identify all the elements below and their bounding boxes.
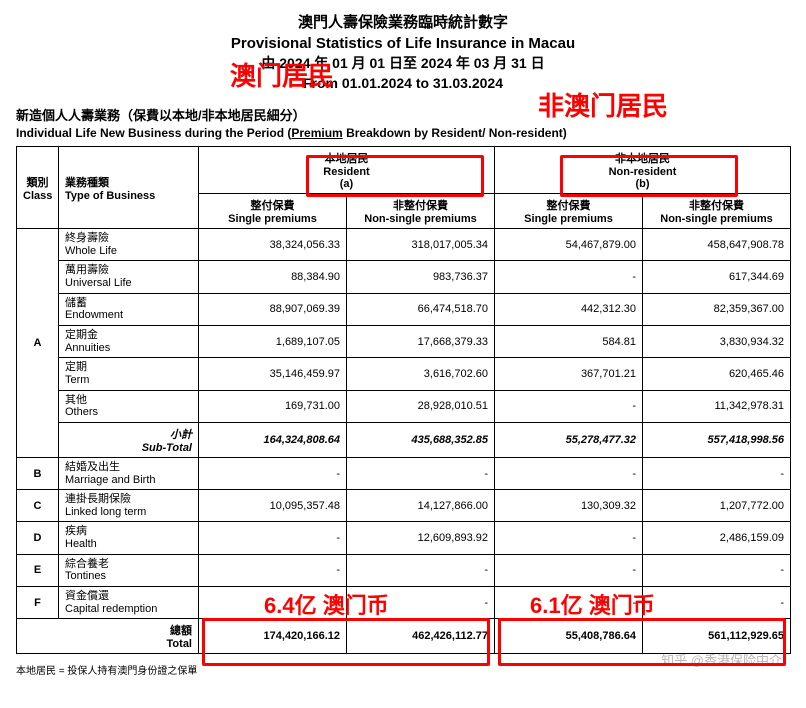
value-cell: 617,344.69	[643, 261, 791, 293]
title-cn: 澳門人壽保險業務臨時統計數字	[16, 12, 790, 33]
type-cell: 連掛長期保險 Linked long term	[59, 490, 199, 522]
value-cell: -	[199, 587, 347, 619]
table-row: A終身壽險 Whole Life38,324,056.33318,017,005…	[17, 229, 791, 261]
value-cell: -	[199, 522, 347, 554]
value-cell: 983,736.37	[347, 261, 495, 293]
class-cell: E	[17, 554, 59, 586]
value-cell: 2,486,159.09	[643, 522, 791, 554]
type-cell: 終身壽險 Whole Life	[59, 229, 199, 261]
value-cell: 584.81	[495, 326, 643, 358]
class-cell: B	[17, 457, 59, 489]
table-row: E綜合養老 Tontines----	[17, 554, 791, 586]
value-cell: 82,359,367.00	[643, 293, 791, 325]
value-cell: -	[495, 587, 643, 619]
total-row: 總額 Total174,420,166.12462,426,112.7755,4…	[17, 619, 791, 654]
value-cell: -	[495, 457, 643, 489]
total-value: 561,112,929.65	[643, 619, 791, 654]
value-cell: 557,418,998.56	[643, 422, 791, 457]
value-cell: 35,146,459.97	[199, 358, 347, 390]
value-cell: 66,474,518.70	[347, 293, 495, 325]
total-value: 462,426,112.77	[347, 619, 495, 654]
value-cell: 10,095,357.48	[199, 490, 347, 522]
value-cell: 318,017,005.34	[347, 229, 495, 261]
table-body: A終身壽險 Whole Life38,324,056.33318,017,005…	[17, 229, 791, 654]
value-cell: -	[495, 261, 643, 293]
value-cell: 458,647,908.78	[643, 229, 791, 261]
value-cell: 38,324,056.33	[199, 229, 347, 261]
value-cell: 55,278,477.32	[495, 422, 643, 457]
value-cell: -	[643, 587, 791, 619]
value-cell: -	[495, 522, 643, 554]
table-row: F資金償還 Capital redemption----	[17, 587, 791, 619]
type-cell: 結婚及出生 Marriage and Birth	[59, 457, 199, 489]
stats-table: 類別Class 業務種類Type of Business 本地居民Residen…	[16, 146, 791, 654]
value-cell: -	[495, 554, 643, 586]
footnote: 本地居民 = 投保人持有澳門身份證之保單	[16, 662, 790, 677]
type-cell: 其他 Others	[59, 390, 199, 422]
total-value: 174,420,166.12	[199, 619, 347, 654]
table-head: 類別Class 業務種類Type of Business 本地居民Residen…	[17, 147, 791, 229]
title-en: Provisional Statistics of Life Insurance…	[16, 33, 790, 54]
total-value: 55,408,786.64	[495, 619, 643, 654]
type-cell: 小計 Sub-Total	[59, 422, 199, 457]
type-cell: 萬用壽險 Universal Life	[59, 261, 199, 293]
date-en: From 01.01.2024 to 31.03.2024	[16, 74, 790, 94]
value-cell: 17,668,379.33	[347, 326, 495, 358]
subtitle-en: Individual Life New Business during the …	[16, 126, 790, 140]
value-cell: 169,731.00	[199, 390, 347, 422]
total-label: 總額 Total	[17, 619, 199, 654]
value-cell: -	[347, 587, 495, 619]
value-cell: 367,701.21	[495, 358, 643, 390]
value-cell: 3,616,702.60	[347, 358, 495, 390]
class-cell: C	[17, 490, 59, 522]
table-row: D疾病 Health-12,609,893.92-2,486,159.09	[17, 522, 791, 554]
value-cell: -	[199, 554, 347, 586]
value-cell: -	[347, 554, 495, 586]
value-cell: -	[643, 554, 791, 586]
type-cell: 儲蓄 Endowment	[59, 293, 199, 325]
type-cell: 綜合養老 Tontines	[59, 554, 199, 586]
type-cell: 定期 Term	[59, 358, 199, 390]
value-cell: 54,467,879.00	[495, 229, 643, 261]
value-cell: 442,312.30	[495, 293, 643, 325]
value-cell: 3,830,934.32	[643, 326, 791, 358]
value-cell: -	[643, 457, 791, 489]
class-cell: D	[17, 522, 59, 554]
type-cell: 資金償還 Capital redemption	[59, 587, 199, 619]
value-cell: 12,609,893.92	[347, 522, 495, 554]
type-cell: 定期金 Annuities	[59, 326, 199, 358]
value-cell: 620,465.46	[643, 358, 791, 390]
value-cell: 11,342,978.31	[643, 390, 791, 422]
value-cell: 1,207,772.00	[643, 490, 791, 522]
value-cell: 164,324,808.64	[199, 422, 347, 457]
table-row: 萬用壽險 Universal Life88,384.90983,736.37-6…	[17, 261, 791, 293]
value-cell: -	[495, 390, 643, 422]
value-cell: 14,127,866.00	[347, 490, 495, 522]
value-cell: 435,688,352.85	[347, 422, 495, 457]
class-cell: F	[17, 587, 59, 619]
value-cell: 130,309.32	[495, 490, 643, 522]
table-row: 定期 Term35,146,459.973,616,702.60367,701.…	[17, 358, 791, 390]
subtitle-cn: 新造個人人壽業務（保費以本地/非本地居民細分）	[16, 105, 790, 124]
table-row: 小計 Sub-Total164,324,808.64435,688,352.85…	[17, 422, 791, 457]
value-cell: 28,928,010.51	[347, 390, 495, 422]
value-cell: 88,384.90	[199, 261, 347, 293]
value-cell: -	[347, 457, 495, 489]
table-row: B結婚及出生 Marriage and Birth----	[17, 457, 791, 489]
type-cell: 疾病 Health	[59, 522, 199, 554]
class-cell: A	[17, 229, 59, 458]
value-cell: -	[199, 457, 347, 489]
report-header: 澳門人壽保險業務臨時統計數字 Provisional Statistics of…	[16, 12, 790, 93]
table-row: C連掛長期保險 Linked long term10,095,357.4814,…	[17, 490, 791, 522]
value-cell: 1,689,107.05	[199, 326, 347, 358]
date-cn: 由 2024 年 01 月 01 日至 2024 年 03 月 31 日	[16, 54, 790, 74]
value-cell: 88,907,069.39	[199, 293, 347, 325]
table-row: 其他 Others169,731.0028,928,010.51-11,342,…	[17, 390, 791, 422]
table-row: 儲蓄 Endowment88,907,069.3966,474,518.7044…	[17, 293, 791, 325]
table-row: 定期金 Annuities1,689,107.0517,668,379.3358…	[17, 326, 791, 358]
